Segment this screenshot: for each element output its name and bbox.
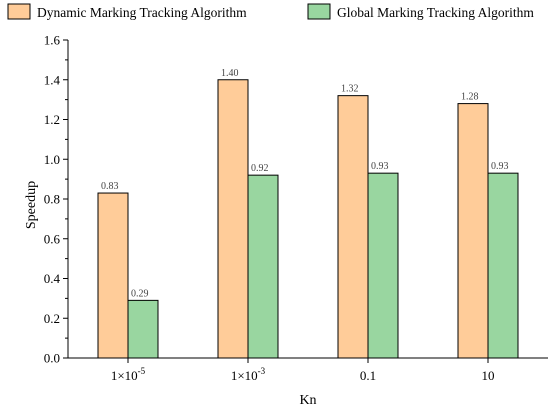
y-tick-label: 0.6	[44, 231, 61, 246]
data-label: 1.28	[461, 92, 479, 103]
y-tick-label: 0.0	[44, 351, 60, 366]
y-tick-label: 1.2	[44, 112, 60, 127]
legend-swatch-global	[307, 3, 331, 20]
y-axis-title: Speedup	[24, 181, 39, 229]
data-labels-layer: 0.83 0.29 1.40 0.92 1.32 0.93 1.28 0.93	[101, 68, 509, 300]
bar	[217, 79, 249, 359]
bar	[247, 174, 279, 359]
bar	[487, 172, 519, 359]
x-axis: 1×10-5 1×10-3 0.1 10	[68, 357, 548, 383]
bar	[457, 103, 489, 359]
bar	[367, 172, 399, 359]
data-label: 0.83	[101, 181, 119, 192]
y-tick-label: 1.0	[44, 152, 60, 167]
y-tick-label: 0.4	[44, 271, 61, 286]
data-label: 0.93	[491, 161, 509, 172]
bar	[127, 299, 159, 359]
y-axis: 0.0 0.2 0.4 0.6 0.8 1.0 1.2 1.4 1.6	[44, 33, 69, 366]
y-tick-label: 0.2	[44, 311, 60, 326]
x-tick-label: 1×10-5	[111, 366, 146, 383]
x-tick-label: 0.1	[360, 368, 376, 383]
data-label: 1.32	[341, 84, 359, 95]
legend: Dynamic Marking Tracking Algorithm Globa…	[7, 3, 534, 20]
x-tick-label: 10	[482, 368, 495, 383]
data-label: 0.29	[131, 288, 149, 299]
legend-label-dynamic: Dynamic Marking Tracking Algorithm	[37, 5, 247, 20]
y-tick-label: 0.8	[44, 192, 60, 207]
bar	[97, 192, 129, 359]
y-tick-label: 1.6	[44, 33, 61, 48]
data-label: 0.93	[371, 161, 389, 172]
data-label: 1.40	[221, 68, 239, 79]
bars-layer	[97, 79, 519, 359]
bar	[337, 95, 369, 359]
x-tick-label: 1×10-3	[231, 366, 266, 383]
legend-swatch-dynamic	[7, 3, 31, 20]
data-label: 0.92	[251, 163, 269, 174]
legend-label-global: Global Marking Tracking Algorithm	[337, 5, 534, 20]
x-axis-title: Kn	[299, 393, 316, 408]
y-tick-label: 1.4	[44, 72, 61, 87]
